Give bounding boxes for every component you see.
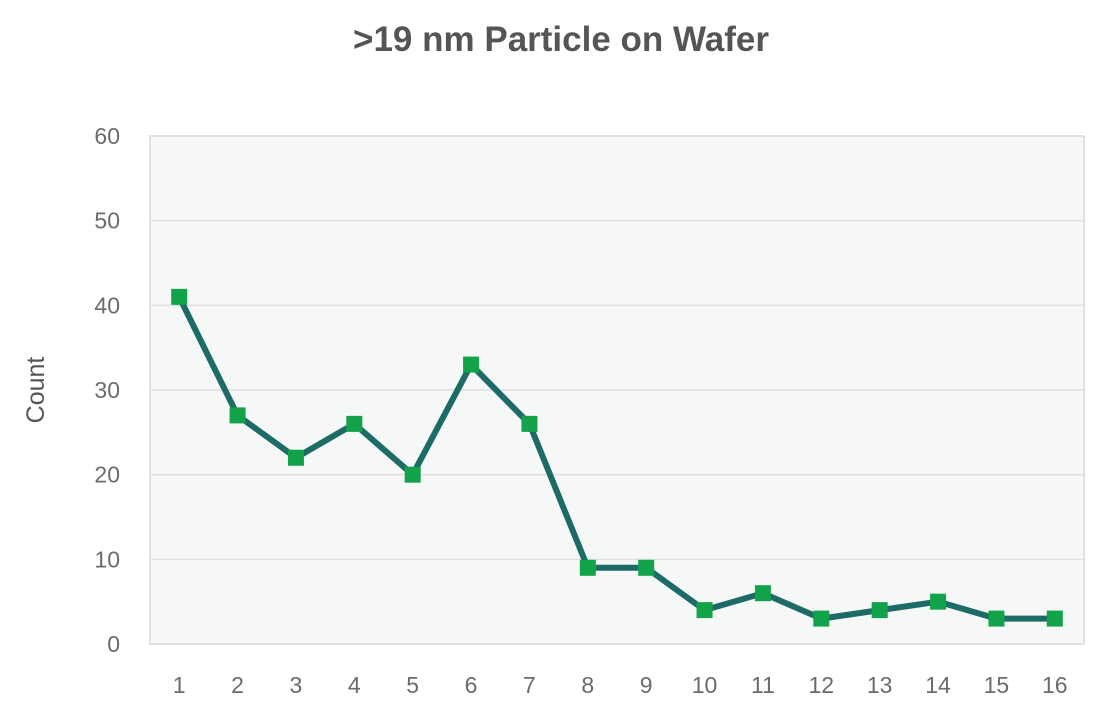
data-point-marker <box>871 602 888 619</box>
y-tick-label: 60 <box>94 123 120 149</box>
data-point-marker <box>988 610 1005 627</box>
series-line <box>176 293 1058 622</box>
data-point-marker <box>229 407 246 424</box>
x-tick-label: 6 <box>465 672 478 698</box>
data-point-marker <box>346 415 363 432</box>
y-tick-label: 50 <box>94 208 120 234</box>
x-tick-label: 1 <box>173 672 186 698</box>
x-tick-label: 15 <box>984 672 1010 698</box>
x-tick-label: 13 <box>867 672 893 698</box>
data-point-marker <box>696 602 713 619</box>
x-tick-label: 5 <box>406 672 419 698</box>
y-axis-ticks: 0 10 20 30 40 50 60 <box>94 123 120 657</box>
y-tick-label: 0 <box>107 631 120 657</box>
x-tick-label: 3 <box>290 672 303 698</box>
x-tick-label: 7 <box>523 672 536 698</box>
x-tick-label: 2 <box>231 672 244 698</box>
x-tick-label: 16 <box>1042 672 1068 698</box>
data-point-marker <box>287 449 304 466</box>
y-tick-label: 30 <box>94 377 120 403</box>
data-point-marker <box>521 415 538 432</box>
y-tick-label: 10 <box>94 546 120 572</box>
data-point-marker <box>813 610 830 627</box>
x-tick-label: 11 <box>751 672 775 698</box>
x-tick-label: 8 <box>581 672 594 698</box>
gridlines <box>150 219 1084 561</box>
x-tick-label: 9 <box>640 672 653 698</box>
x-axis-ticks: 1 2 3 4 5 6 7 8 9 10 11 12 13 14 15 16 <box>173 672 1068 698</box>
data-point-marker <box>463 356 480 373</box>
x-tick-label: 14 <box>925 672 951 698</box>
y-tick-label: 40 <box>94 292 120 318</box>
chart-title: >19 nm Particle on Wafer <box>353 20 769 59</box>
data-point-marker <box>930 593 947 610</box>
y-tick-label: 20 <box>94 462 120 488</box>
x-tick-label: 4 <box>348 672 361 698</box>
x-tick-label: 12 <box>809 672 835 698</box>
data-point-marker <box>171 288 188 305</box>
data-point-marker <box>404 466 421 483</box>
x-tick-label: 10 <box>692 672 718 698</box>
data-point-marker <box>754 585 771 602</box>
y-axis-label: Count <box>22 357 50 424</box>
data-point-marker <box>638 559 655 576</box>
data-markers <box>171 288 1063 627</box>
data-point-marker <box>1046 610 1063 627</box>
data-point-marker <box>579 559 596 576</box>
